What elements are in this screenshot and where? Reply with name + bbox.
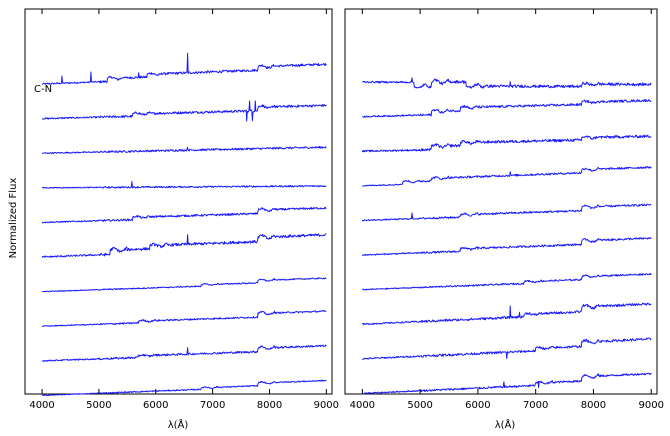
right-panel-x-ticks: 4000 5000 6000 7000 8000 9000 <box>350 9 664 411</box>
spectrum-line <box>362 372 652 395</box>
spectrum-line <box>41 233 327 259</box>
x-tick-label: 5000 <box>407 400 432 411</box>
x-tick-label: 6000 <box>465 400 490 411</box>
x-tick-label: 4000 <box>29 400 54 411</box>
x-tick-label: 8000 <box>257 400 282 411</box>
x-tick-label: 7000 <box>523 400 548 411</box>
spectrum-line <box>361 203 652 222</box>
spectrum-line <box>42 277 327 293</box>
x-tick-label: 9000 <box>314 400 339 411</box>
x-tick-label: 7000 <box>200 400 225 411</box>
left-panel-x-ticks: 4000 5000 6000 7000 8000 9000 <box>29 9 339 411</box>
spectrum-line <box>361 302 652 326</box>
right-panel-spectra <box>361 77 652 395</box>
left-panel-spectra <box>41 52 327 396</box>
spectrum-line <box>41 52 327 85</box>
spectrum-line <box>41 181 327 189</box>
spectrum-line <box>362 99 652 118</box>
spectrum-line <box>41 100 327 122</box>
x-tick-label: 5000 <box>86 400 111 411</box>
spectrum-line <box>362 77 652 89</box>
right-panel: 4000 5000 6000 7000 8000 9000 λ(Å) <box>344 8 664 431</box>
spectrum-line <box>362 337 652 360</box>
left-panel-frame <box>24 8 333 395</box>
x-tick-label: 8000 <box>581 400 606 411</box>
cn-annotation: C-N <box>34 84 52 95</box>
spectrum-line <box>362 273 652 291</box>
spectrum-line <box>41 344 327 362</box>
y-axis-title: Normalized Flux <box>8 178 19 259</box>
right-x-axis-title: λ(Å) <box>495 418 516 431</box>
x-tick-label: 4000 <box>350 400 375 411</box>
spectrum-line <box>362 165 652 187</box>
spectrum-line <box>361 134 652 153</box>
spectrum-line <box>361 237 652 256</box>
spectrum-line <box>42 379 327 396</box>
left-panel: 4000 5000 6000 7000 8000 9000 C-N λ(Å) <box>24 8 339 431</box>
spectrum-line <box>42 145 327 155</box>
right-panel-frame <box>344 8 658 395</box>
x-tick-label: 6000 <box>143 400 168 411</box>
left-x-axis-title: λ(Å) <box>168 418 189 431</box>
spectrum-line <box>42 310 327 327</box>
spectrum-line <box>41 206 327 224</box>
x-tick-label: 9000 <box>638 400 663 411</box>
